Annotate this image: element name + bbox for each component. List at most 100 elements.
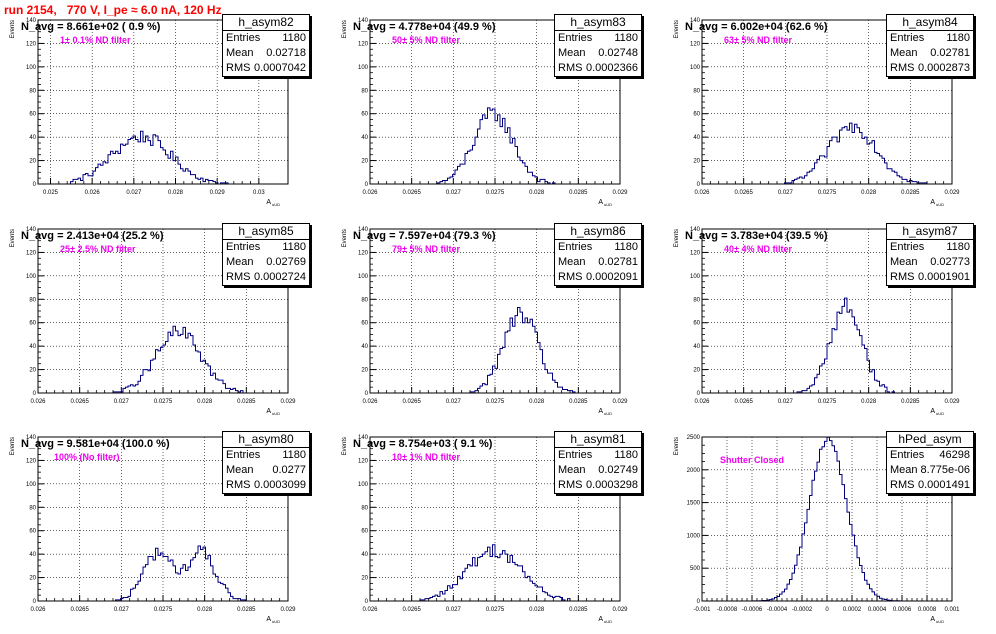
filter-label: 1± 0.1% ND filter <box>60 35 131 45</box>
histogram-panel-h_asym86: 0.026 0.0265 0.027 0.0275 0.028 0.0285 0.029 0 2… <box>332 221 662 426</box>
y-tick-label: 0 <box>697 599 701 605</box>
histogram-svg: 0.026 0.0265 0.027 0.0275 0.028 0.0285 0.029 0 2… <box>342 435 628 624</box>
x-tick-label: 0.03 <box>253 190 265 196</box>
n-avg-label: N_avg = 8.754e+03 ( 9.1 %) <box>353 438 493 450</box>
y-tick-label: 140 <box>26 18 37 24</box>
x-tick-label: 0.025 <box>43 190 59 196</box>
stats-label-entries: Entries <box>226 241 261 253</box>
stats-row-rms: RMS 0.0007042 <box>223 61 309 76</box>
stats-label-mean: Mean <box>226 47 254 59</box>
y-tick-label: 80 <box>693 88 700 94</box>
stats-label-rms: RMS <box>890 62 915 74</box>
y-axis-title: Events <box>342 20 348 38</box>
stats-label-rms: RMS <box>558 271 583 283</box>
stats-value-mean: 0.0277 <box>272 464 306 476</box>
stats-label-entries: Entries <box>890 32 925 44</box>
stats-value-mean: 0.02769 <box>266 256 306 268</box>
x-tick-label: 0.0275 <box>154 399 173 405</box>
y-tick-label: 140 <box>690 227 701 233</box>
stats-row-rms: RMS 0.0003099 <box>223 478 309 493</box>
y-tick-label: 120 <box>358 41 369 47</box>
y-tick-label: 0 <box>365 391 369 397</box>
stats-box: h_asym85 Entries 1180 Mean 0.02769 RMS 0.00027… <box>222 223 310 286</box>
y-tick-label: 80 <box>693 297 700 303</box>
stats-value-entries: 1180 <box>282 449 306 461</box>
filter-label: 40± 4% ND filter <box>724 244 792 254</box>
y-axis-title: Events <box>342 437 348 455</box>
x-tick-label: 0.029 <box>612 190 628 196</box>
y-tick-label: 0 <box>365 182 369 188</box>
stats-row-entries: Entries 1180 <box>223 31 309 46</box>
y-axis-title: Events <box>674 229 680 247</box>
x-tick-label: 0.0285 <box>569 607 588 613</box>
stats-label-entries: Entries <box>890 449 925 461</box>
histogram-svg: 0.026 0.0265 0.027 0.0275 0.028 0.0285 0.029 0 2… <box>342 227 628 416</box>
x-tick-label: 0.0265 <box>402 399 421 405</box>
y-tick-label: 120 <box>26 250 37 256</box>
stats-value-entries: 1180 <box>614 32 638 44</box>
x-axis-title: AuUD <box>266 616 280 624</box>
n-avg-label: N_avg = 6.002e+04 (62.6 %) <box>685 21 828 33</box>
x-tick-label: 0.0285 <box>569 190 588 196</box>
y-tick-label: 80 <box>29 88 36 94</box>
y-axis-title: Events <box>674 20 680 38</box>
stats-row-entries: Entries 1180 <box>555 31 641 46</box>
stats-value-rms: 0.0002091 <box>586 271 638 283</box>
x-tick-label: 0.026 <box>362 399 378 405</box>
stats-row-mean: Mean 0.02781 <box>555 255 641 270</box>
y-tick-label: 80 <box>29 297 36 303</box>
y-tick-label: 120 <box>26 41 37 47</box>
x-axis-title: AuUD <box>266 408 280 416</box>
histogram-line <box>370 306 620 394</box>
x-tick-label: 0.0006 <box>893 607 912 613</box>
x-tick-label: 0.029 <box>280 399 296 405</box>
stats-row-rms: RMS 0.0002091 <box>555 270 641 285</box>
x-tick-label: 0.0275 <box>818 399 837 405</box>
y-tick-label: 2000 <box>687 468 701 474</box>
histogram-line <box>370 107 620 185</box>
x-tick-label: 0.028 <box>168 190 184 196</box>
stats-row-entries: Entries 1180 <box>887 240 973 255</box>
x-axis-subscript: uUD <box>604 202 612 207</box>
histogram-panel-h_asym85: 0.026 0.0265 0.027 0.0275 0.028 0.0285 0.029 0 2… <box>0 221 330 426</box>
stats-row-rms: RMS 0.0002873 <box>887 61 973 76</box>
x-tick-label: 0.028 <box>529 607 545 613</box>
x-axis-subscript: uUD <box>936 411 944 416</box>
stats-label-mean: Mean <box>226 464 254 476</box>
x-tick-label: 0.026 <box>30 399 46 405</box>
stats-row-rms: RMS 0.0003298 <box>555 478 641 493</box>
x-tick-label: 0.029 <box>612 607 628 613</box>
y-tick-label: 140 <box>358 227 369 233</box>
x-tick-label: 0.027 <box>126 190 142 196</box>
y-tick-label: 40 <box>361 344 368 350</box>
y-tick-label: 1000 <box>687 533 701 539</box>
n-avg-label: N_avg = 7.597e+04 (79.3 %) <box>353 230 496 242</box>
histogram-line <box>38 130 288 185</box>
stats-row-mean: Mean 0.02781 <box>887 46 973 61</box>
stats-row-mean: Mean 0.02748 <box>555 46 641 61</box>
y-tick-label: 40 <box>29 552 36 558</box>
histogram-svg: 0.026 0.0265 0.027 0.0275 0.028 0.0285 0.029 0 2… <box>342 18 628 207</box>
y-tick-label: 80 <box>361 88 368 94</box>
x-tick-label: 0.0265 <box>734 190 753 196</box>
stats-value-entries: 1180 <box>614 449 638 461</box>
stats-row-mean: Mean 8.775e-06 <box>887 463 973 478</box>
stats-value-mean: 0.02749 <box>598 464 638 476</box>
stats-value-entries: 1180 <box>946 241 970 253</box>
stats-value-rms: 0.0007042 <box>254 62 306 74</box>
y-tick-label: 20 <box>361 159 368 165</box>
y-tick-label: 2500 <box>687 435 701 441</box>
x-tick-label: 0.001 <box>944 607 960 613</box>
stats-row-rms: RMS 0.0001901 <box>887 270 973 285</box>
stats-box: hPed_asym Entries 46298 Mean 8.775e-06 RMS 0.0… <box>886 431 974 494</box>
y-tick-label: 0 <box>365 599 369 605</box>
y-tick-label: 60 <box>361 112 368 118</box>
y-tick-label: 0 <box>33 182 37 188</box>
x-tick-label: 0.027 <box>114 399 130 405</box>
y-tick-label: 20 <box>29 576 36 582</box>
stats-box-title: h_asym87 <box>887 224 973 240</box>
y-tick-label: 120 <box>26 458 37 464</box>
y-tick-label: 40 <box>29 344 36 350</box>
x-tick-label: 0.0265 <box>70 399 89 405</box>
stats-box: h_asym82 Entries 1180 Mean 0.02718 RMS 0.00070… <box>222 14 310 77</box>
